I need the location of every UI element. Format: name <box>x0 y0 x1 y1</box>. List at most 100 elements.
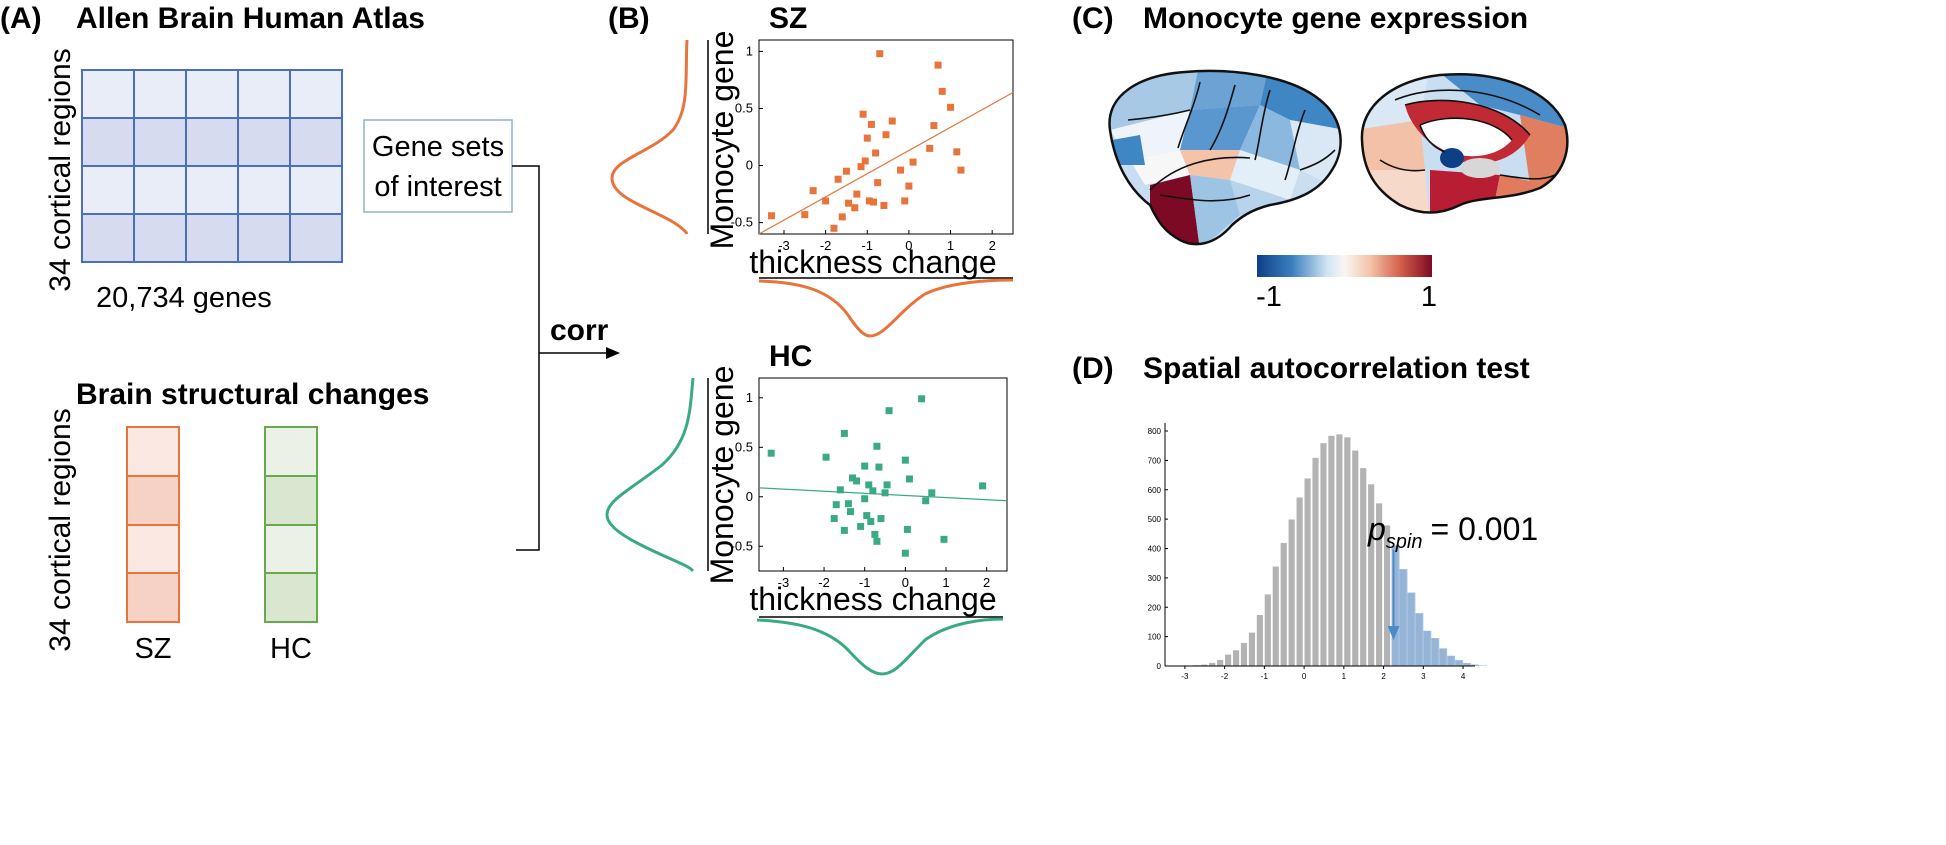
sz-column-label: SZ <box>134 633 171 665</box>
p-value: = 0.001 <box>1431 511 1539 547</box>
hc-points <box>767 395 987 557</box>
sz-data-point <box>857 163 865 171</box>
sz-x-tick-label: 0 <box>905 238 912 253</box>
hist-tail-bar <box>1391 545 1400 666</box>
hc-data-point <box>767 449 775 457</box>
hc-data-point <box>836 486 844 494</box>
gene-expression-matrix <box>81 69 343 263</box>
colorbar-max-label: 1 <box>1421 281 1437 313</box>
hist-y-tick-label: 0 <box>1157 662 1162 671</box>
hc-y-tick-label: 0.5 <box>735 439 753 454</box>
hc-plot-title: HC <box>769 340 812 373</box>
panel-c-label: (C) <box>1072 2 1114 35</box>
observed-value-arrow <box>1387 550 1400 640</box>
hc-data-point <box>830 515 838 523</box>
hc-x-tick-label: -1 <box>859 575 871 590</box>
hc-data-point <box>905 475 913 483</box>
sz-fit-line <box>758 91 1014 235</box>
hist-bar <box>1303 477 1312 667</box>
p-subscript: spin <box>1386 531 1423 553</box>
struct-axis-label: 34 cortical regions <box>44 408 77 651</box>
null-distribution-histogram: 0 100 200 300 400 500 600 700 800 -3 -2 -1 0 1 2 3 4 <box>1148 423 1487 681</box>
hist-y-tick-label: 800 <box>1148 427 1162 436</box>
sz-data-point <box>801 211 809 219</box>
colorbar: -1 1 <box>1256 255 1437 313</box>
hist-x-tick-label: 2 <box>1381 672 1386 681</box>
sz-data-point <box>882 131 890 139</box>
sz-data-point <box>909 158 917 166</box>
hc-data-point <box>849 474 857 482</box>
arrow-head <box>1387 626 1400 640</box>
sz-data-point <box>947 103 955 111</box>
hc-x-tick-label: 1 <box>942 575 949 590</box>
panel-a-title: Allen Brain Human Atlas <box>76 2 425 35</box>
hc-x-tick-label: 2 <box>983 575 990 590</box>
sz-data-point <box>838 213 846 221</box>
hc-data-point <box>840 526 848 534</box>
hist-x-tick-label: 1 <box>1342 672 1347 681</box>
hc-scatter-plot: -0.5 0 0.5 1 -3 -2 -1 0 1 2 <box>731 377 1008 590</box>
hist-bar <box>1343 436 1352 667</box>
hc-y-tick-label: 0 <box>746 489 753 504</box>
hist-bar <box>1263 593 1272 667</box>
hc-data-point <box>822 453 830 461</box>
hist-y-tick-label: 500 <box>1148 515 1162 524</box>
hist-bar <box>1208 662 1217 667</box>
sz-data-point <box>905 182 913 190</box>
sz-plot-title: SZ <box>769 2 807 35</box>
hist-tail-bar <box>1431 638 1440 666</box>
hc-x-tick-label: -2 <box>818 575 830 590</box>
hc-data-point <box>832 501 840 509</box>
panel-c: (C) Monocyte gene expression <box>1072 2 1569 313</box>
hc-y-density-curve <box>605 377 695 573</box>
sz-data-point <box>851 204 859 212</box>
hc-data-point <box>861 462 869 470</box>
panel-c-title: Monocyte gene expression <box>1143 2 1528 35</box>
sz-x-ticks: -3 -2 -1 0 1 2 <box>778 230 996 253</box>
hist-x-tick-label: -1 <box>1261 672 1269 681</box>
hist-y-tick-label: 200 <box>1148 603 1162 612</box>
hist-y-tick-label: 400 <box>1148 545 1162 554</box>
hc-data-point <box>865 481 873 489</box>
hc-y-tick-label: 1 <box>746 390 753 405</box>
hc-data-point <box>922 497 930 505</box>
gene-count-label: 20,734 genes <box>96 282 272 314</box>
sz-y-tick-label: -0.5 <box>731 215 753 230</box>
hc-data-point <box>840 429 848 437</box>
sz-data-point <box>953 148 961 156</box>
sz-data-point <box>870 198 878 206</box>
hist-bar <box>1295 496 1304 667</box>
hist-bar <box>1327 435 1336 667</box>
panel-b: (B) SZ HC -0.5 0 0.5 1 -3 -2 -1 0 1 2 Monocyte g… <box>605 2 1014 676</box>
sz-x-tick-label: -3 <box>778 238 790 253</box>
sz-y-tick-label: 0 <box>746 158 753 173</box>
hc-x-tick-label: 0 <box>902 575 909 590</box>
hc-data-point <box>863 512 871 520</box>
sz-data-point <box>865 197 873 205</box>
sz-data-point <box>830 224 838 232</box>
hc-data-point <box>928 489 936 497</box>
sz-data-point <box>861 157 869 165</box>
hist-tail-bar <box>1478 665 1487 666</box>
sz-points <box>767 50 965 232</box>
gene-sets-line2: of interest <box>374 171 501 203</box>
hist-x-tick-label: -3 <box>1181 672 1189 681</box>
sz-data-point <box>926 144 934 152</box>
hc-data-point <box>869 487 877 495</box>
hc-xlabel: thickness change <box>749 581 996 617</box>
hc-data-point <box>846 508 854 516</box>
hc-data-point <box>883 481 891 489</box>
hc-data-point <box>853 477 861 485</box>
sz-x-tick-label: 1 <box>947 238 954 253</box>
hist-tail-bar <box>1455 660 1464 666</box>
hist-bars <box>1184 433 1487 667</box>
hist-bar <box>1319 442 1328 667</box>
hc-data-point <box>873 537 881 545</box>
gene-matrix-axis-label: 34 cortical regions <box>44 48 77 291</box>
sz-data-point <box>874 179 882 187</box>
sz-data-point <box>853 190 861 198</box>
hist-tail-bar <box>1471 664 1479 666</box>
sz-x-tick-label: -2 <box>820 238 832 253</box>
hc-column <box>264 426 318 623</box>
